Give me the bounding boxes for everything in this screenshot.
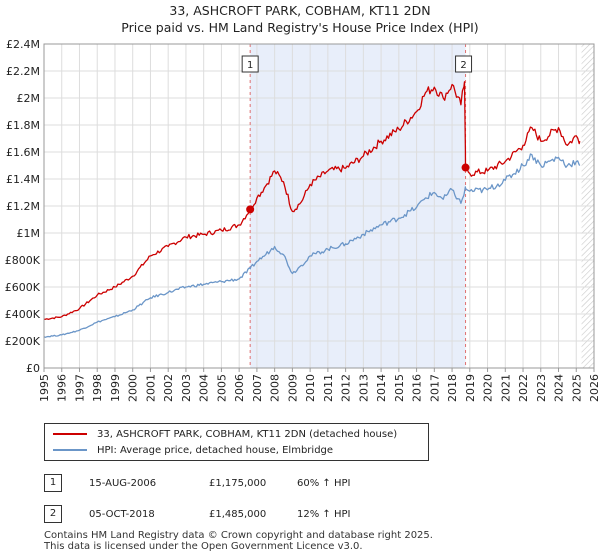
x-tick-label-1999: 1999 [109,374,122,402]
title-line-2: Price paid vs. HM Land Registry's House … [121,20,479,35]
transaction-price-1: £1,175,000 [209,478,267,489]
x-tick-label-2014: 2014 [375,374,388,402]
transaction-price-2: £1,485,000 [209,509,267,520]
y-tick-label-10: £2M [17,92,41,105]
sale-marker-2 [461,163,470,172]
x-tick-label-2003: 2003 [180,374,193,402]
x-tick-label-2005: 2005 [215,374,228,402]
plot-frame [43,43,595,369]
title-line-1: 33, ASHCROFT PARK, COBHAM, KT11 2DN [169,3,431,18]
x-tick-label-2022: 2022 [517,374,530,402]
legend-label-property: 33, ASHCROFT PARK, COBHAM, KT11 2DN (det… [97,429,398,440]
x-tick-label-2009: 2009 [286,374,299,402]
x-tick-label-2025: 2025 [570,374,583,402]
legend-item-property: 33, ASHCROFT PARK, COBHAM, KT11 2DN (det… [53,428,397,442]
y-tick-label-12: £2.4M [6,38,40,51]
x-tick-label-1997: 1997 [73,374,86,402]
price-chart: 1 2 £0 £200K £400K £600K £800K £1M £1.2M £1.4M £1… [5,38,600,402]
y-tick-label-11: £2.2M [6,65,40,78]
x-tick-label-2001: 2001 [144,374,157,402]
series-line-property [43,81,581,321]
x-tick-label-2026: 2026 [588,374,600,402]
y-tick-label-9: £1.8M [6,119,40,132]
y-tick-label-8: £1.6M [6,146,40,159]
y-tick-label-3: £600K [5,281,41,294]
y-tick-label-7: £1.4M [6,173,40,186]
x-tick-label-2020: 2020 [482,374,495,402]
x-tick-label-2024: 2024 [553,374,566,402]
transaction-badge-2: 2 [44,505,62,523]
annotation-box-2 [455,55,473,73]
x-tick-label-2004: 2004 [198,374,211,402]
transaction-date-1: 15-AUG-2006 [89,478,157,489]
footer-line-1: Contains HM Land Registry data © Crown c… [44,530,433,541]
y-tick-label-2: £400K [5,308,41,321]
x-tick-label-1998: 1998 [91,374,104,402]
annotation-box-1 [241,55,259,73]
legend-line-hpi [53,449,87,451]
y-tick-label-4: £800K [5,254,41,267]
x-tick-label-1996: 1996 [56,374,69,402]
footer-line-2: This data is licensed under the Open Gov… [44,541,363,552]
x-tick-label-2016: 2016 [411,374,424,402]
x-tick-label-1995: 1995 [38,374,51,402]
chart-title: 33, ASHCROFT PARK, COBHAM, KT11 2DN Pric… [0,2,600,36]
x-tick-label-2015: 2015 [393,374,406,402]
x-tick-label-2013: 2013 [357,374,370,402]
x-tick-label-2006: 2006 [233,374,246,402]
legend-item-hpi: HPI: Average price, detached house, Elmb… [53,444,333,458]
x-tick-label-2021: 2021 [499,374,512,402]
x-tick-label-2017: 2017 [428,374,441,402]
annotation-label-2: 2 [460,60,466,71]
x-tick-label-2007: 2007 [251,374,264,402]
x-tick-label-2012: 2012 [340,374,353,402]
x-tick-label-2000: 2000 [127,374,140,402]
x-tick-label-2018: 2018 [446,374,459,402]
sale-marker-1 [246,205,255,214]
series-line-hpi [43,153,581,338]
legend: 33, ASHCROFT PARK, COBHAM, KT11 2DN (det… [44,423,429,461]
annotation-label-1: 1 [247,60,253,71]
y-tick-label-1: £200K [5,335,41,348]
x-tick-label-2008: 2008 [269,374,282,402]
transaction-hpi-1: 60% ↑ HPI [297,478,351,489]
legend-line-property [53,433,87,435]
x-tick-label-2011: 2011 [322,374,335,402]
transaction-date-2: 05-OCT-2018 [89,509,155,520]
x-tick-label-2010: 2010 [304,374,317,402]
transaction-hpi-2: 12% ↑ HPI [297,509,351,520]
x-tick-label-2023: 2023 [535,374,548,402]
y-tick-label-0: £0 [26,362,40,375]
transaction-badge-1: 1 [44,474,62,492]
x-tick-label-2019: 2019 [464,374,477,402]
y-tick-label-5: £1M [17,227,41,240]
x-tick-label-2002: 2002 [162,374,175,402]
y-tick-label-6: £1.2M [6,200,40,213]
footer: Contains HM Land Registry data © Crown c… [44,530,433,552]
legend-label-hpi: HPI: Average price, detached house, Elmb… [97,445,334,456]
